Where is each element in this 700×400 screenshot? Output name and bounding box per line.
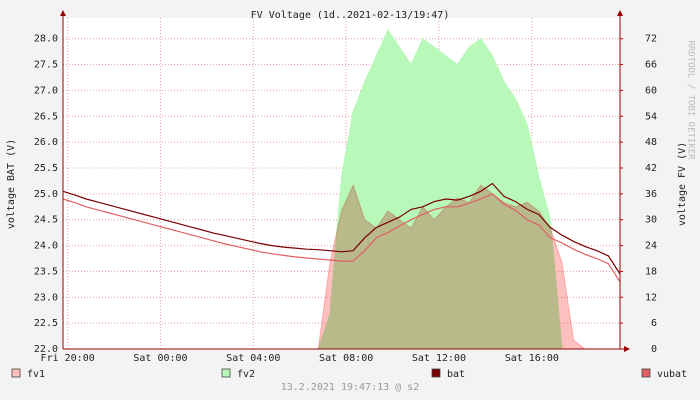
legend-swatch: [641, 368, 651, 378]
area-fill: [63, 185, 620, 349]
y-tick-label: 26.5: [34, 111, 58, 122]
y2-tick-label: 0: [651, 344, 657, 355]
y2-tick-label: 12: [645, 292, 657, 303]
y2-tick-label: 18: [645, 266, 657, 277]
y-tick-label: 25.0: [34, 189, 58, 200]
y-tick-label: 26.0: [34, 137, 58, 148]
footer: 13.2.2021 19:47:13 @ s2: [281, 382, 419, 393]
x-tick-label: Sat 16:00: [505, 353, 559, 364]
legend-label: fv1: [27, 369, 45, 380]
y2-tick-label: 6: [651, 318, 657, 329]
y2-tick-label: 42: [645, 163, 657, 174]
chart-title: FV Voltage (1d..2021-02-13/19:47): [251, 10, 450, 21]
legend-label: vubat: [657, 369, 687, 380]
y2-axis-label: voltage FV (V): [677, 142, 688, 226]
axis-arrow: [617, 10, 623, 16]
y2-tick-label: 48: [645, 137, 657, 148]
y2-tick-label: 36: [645, 189, 657, 200]
x-tick-label: Sat 12:00: [412, 353, 466, 364]
legend-swatch: [431, 368, 441, 378]
x-tick-label: Sat 04:00: [226, 353, 280, 364]
x-tick-label: Sat 00:00: [133, 353, 187, 364]
y2-tick-label: 60: [645, 85, 657, 96]
y-tick-label: 22.0: [34, 344, 58, 355]
y-tick-label: 22.5: [34, 318, 58, 329]
legend-swatch: [221, 368, 231, 378]
y-tick-label: 23.0: [34, 292, 58, 303]
watermark: RRDTOOL / TOBI OETIKER: [686, 40, 696, 160]
y-tick-label: 25.5: [34, 163, 58, 174]
y2-tick-label: 72: [645, 34, 657, 45]
y2-tick-label: 66: [645, 60, 657, 71]
y-tick-label: 27.0: [34, 85, 58, 96]
axis-arrow: [624, 346, 630, 352]
axis-arrow: [60, 10, 66, 16]
x-tick-label: Fri 20:00: [41, 353, 95, 364]
legend-swatch: [11, 368, 21, 378]
y-tick-label: 24.0: [34, 241, 58, 252]
series-line: [62, 182, 621, 275]
x-tick-label: Sat 08:00: [319, 353, 373, 364]
y2-tick-label: 54: [645, 111, 657, 122]
y-tick-label: 28.0: [34, 34, 58, 45]
y-tick-label: 27.5: [34, 60, 58, 71]
series-line: [62, 193, 621, 283]
y-axis-label: voltage BAT (V): [6, 139, 17, 229]
legend-label: fv2: [237, 369, 255, 380]
y-tick-label: 23.5: [34, 266, 58, 277]
y-tick-label: 24.5: [34, 215, 58, 226]
y2-tick-label: 30: [645, 215, 657, 226]
y2-tick-label: 24: [645, 241, 657, 252]
legend-label: bat: [447, 369, 465, 380]
